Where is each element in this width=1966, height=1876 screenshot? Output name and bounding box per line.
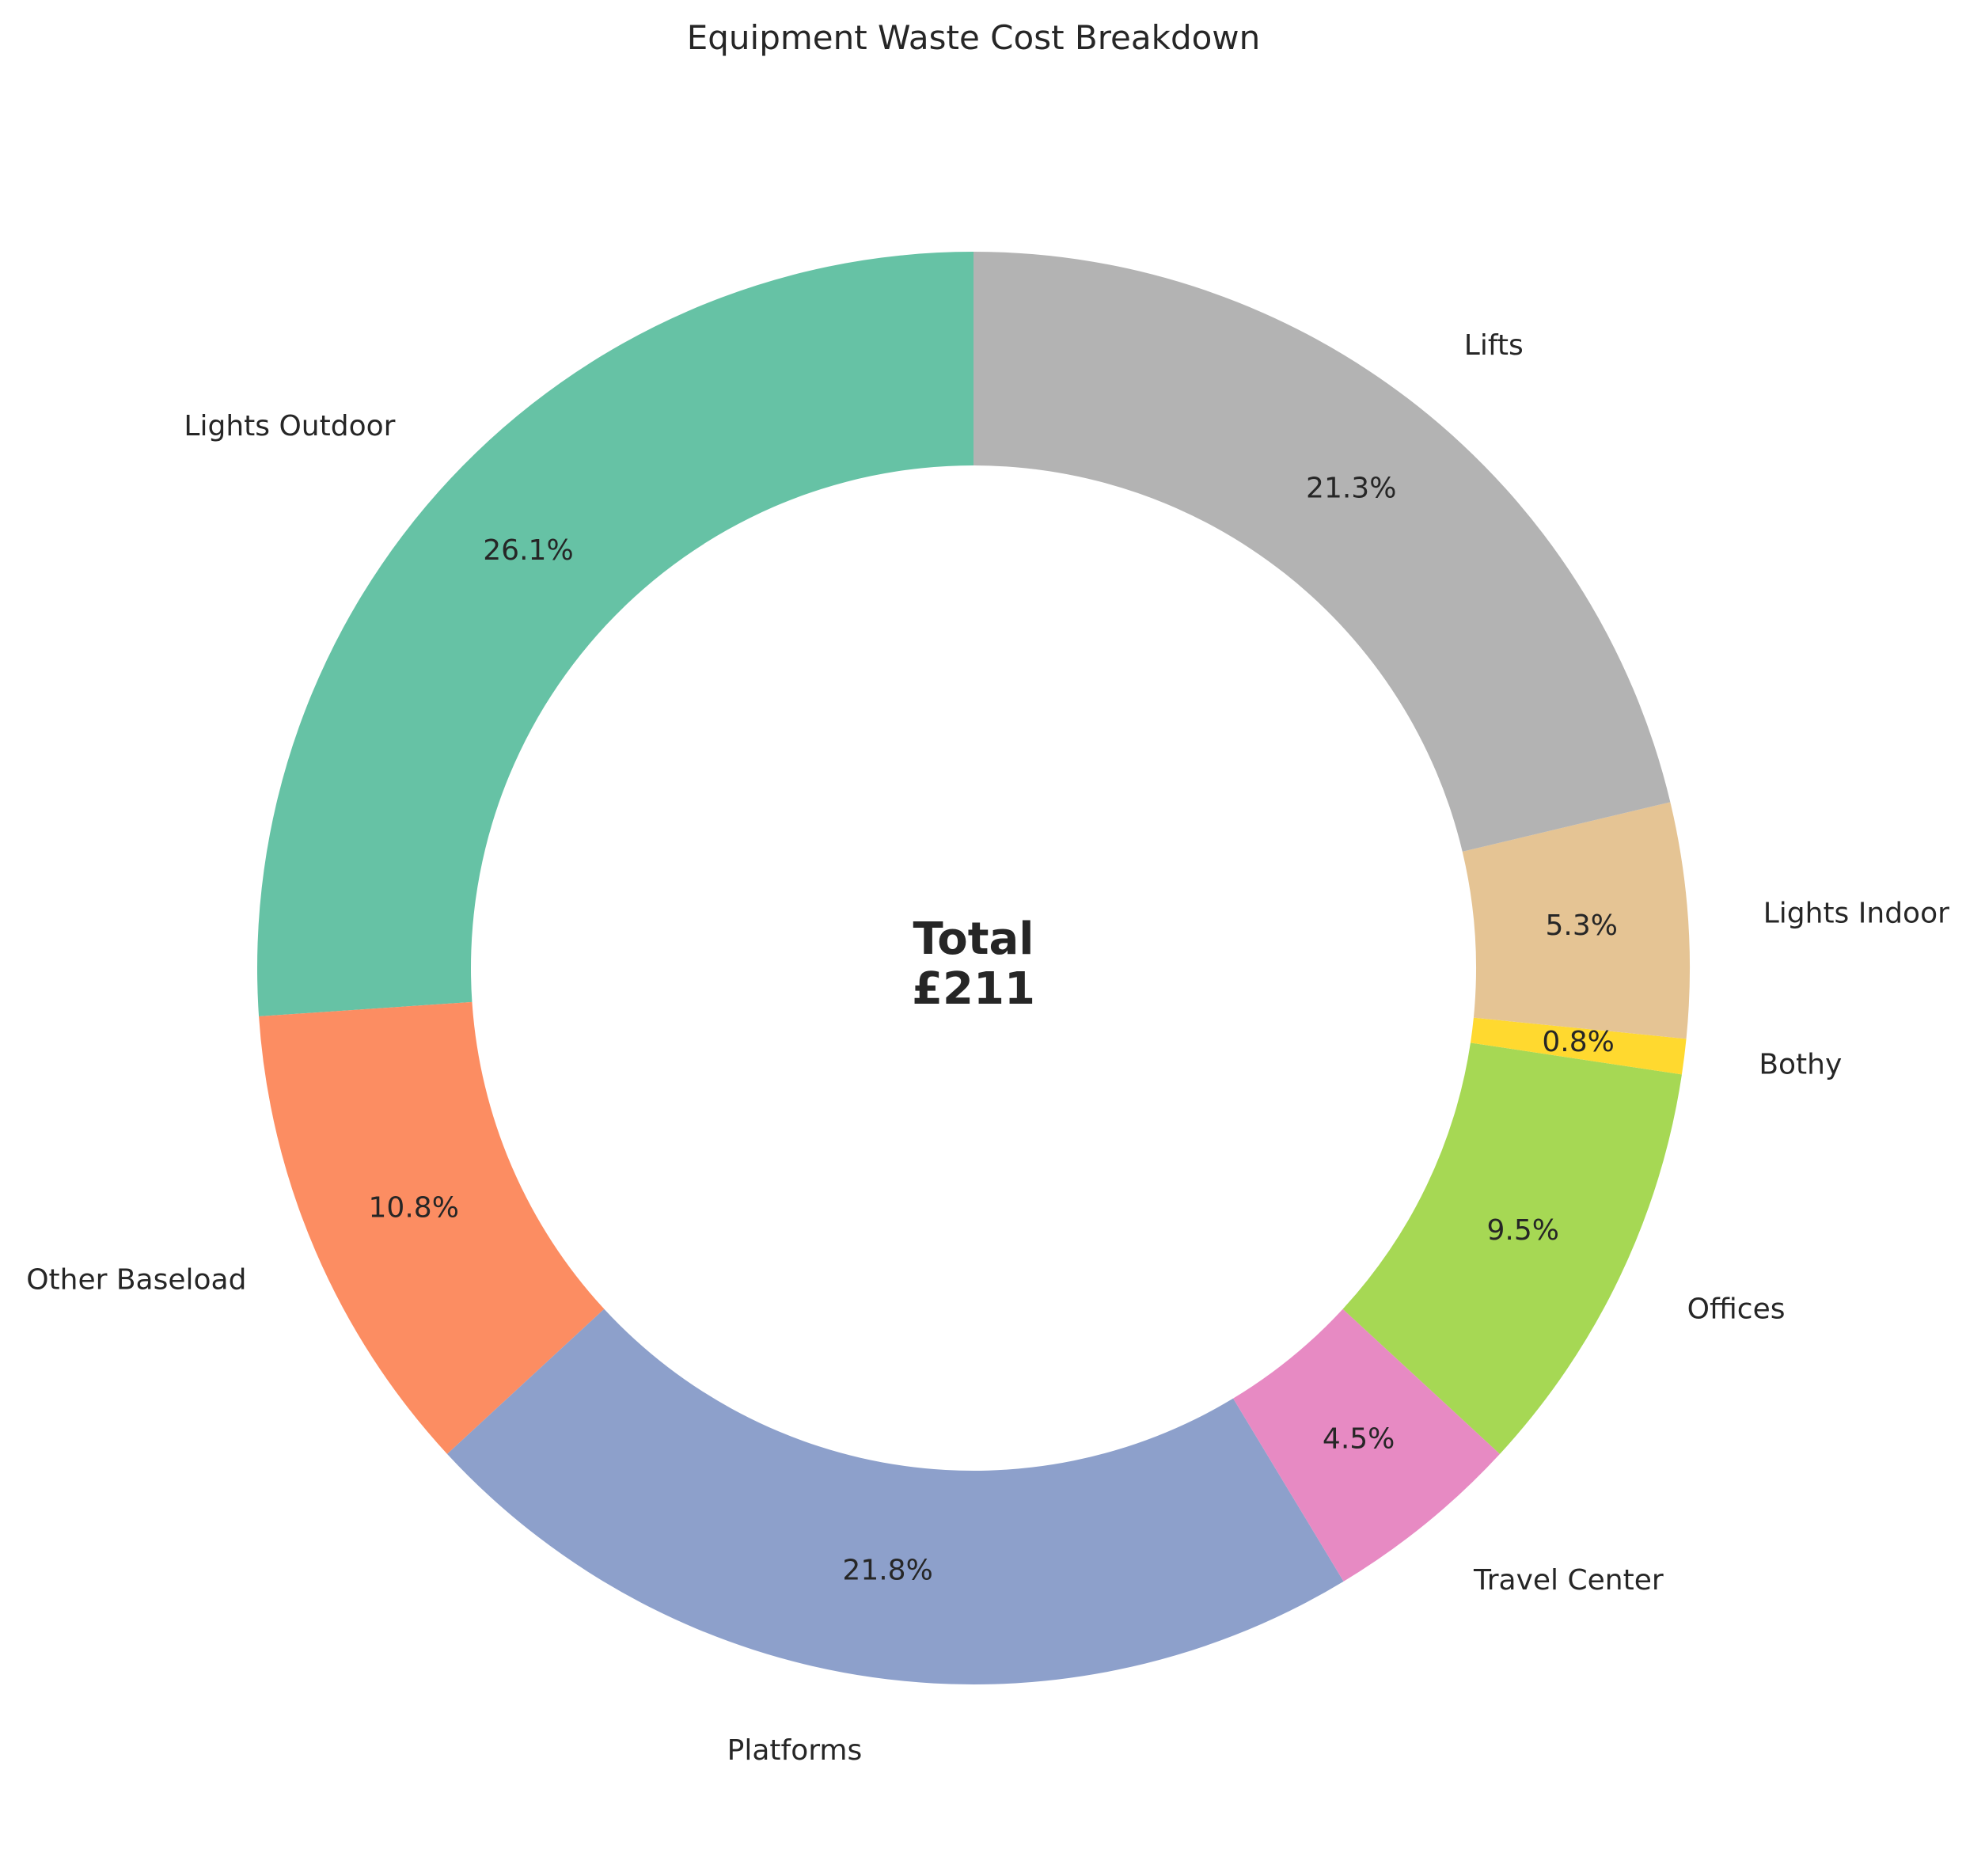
center-total-label: Total	[913, 913, 1034, 965]
pct-label-lights-outdoor: 26.1%	[483, 534, 573, 567]
pct-label-bothy: 0.8%	[1542, 1026, 1614, 1058]
slice-offices	[1342, 1042, 1682, 1454]
center-total-value: £211	[912, 963, 1035, 1015]
slice-travel-center	[1233, 1308, 1501, 1582]
slice-lights-indoor	[1462, 802, 1690, 1039]
pct-label-other-baseload: 10.8%	[369, 1191, 459, 1224]
slice-label-other-baseload: Other Baseload	[26, 1263, 246, 1296]
slice-lifts	[974, 252, 1671, 852]
pct-label-lifts: 21.3%	[1306, 473, 1396, 505]
slice-lights-outdoor	[256, 252, 974, 1017]
pct-label-lights-indoor: 5.3%	[1546, 910, 1618, 942]
slice-label-offices: Offices	[1687, 1293, 1786, 1325]
slice-label-bothy: Bothy	[1759, 1049, 1842, 1081]
slice-platforms	[446, 1308, 1344, 1684]
slice-other-baseload	[259, 1001, 605, 1454]
chart-title: Equipment Waste Cost Breakdown	[687, 18, 1261, 57]
slice-label-platforms: Platforms	[727, 1734, 863, 1767]
pct-label-platforms: 21.8%	[842, 1554, 932, 1586]
slice-label-lights-indoor: Lights Indoor	[1763, 898, 1949, 930]
slice-label-lifts: Lifts	[1464, 329, 1524, 362]
pct-label-offices: 9.5%	[1487, 1214, 1559, 1247]
labels-group: Lights Outdoor 26.1% Other Baseload 10.8% Pl…	[26, 329, 1949, 1767]
slice-label-travel-center: Travel Center	[1473, 1564, 1664, 1597]
slice-bothy	[1470, 1017, 1687, 1075]
slice-label-lights-outdoor: Lights Outdoor	[184, 410, 395, 442]
pct-label-travel-center: 4.5%	[1323, 1423, 1395, 1456]
slices-group	[256, 252, 1690, 1684]
